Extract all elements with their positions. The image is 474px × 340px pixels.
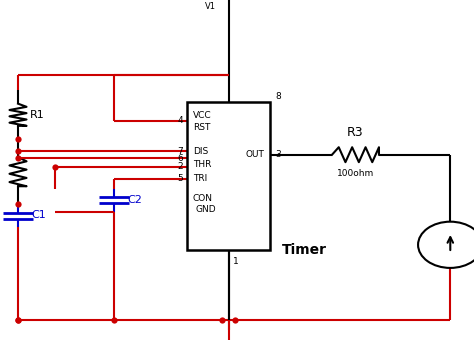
Text: 100ohm: 100ohm xyxy=(337,169,374,178)
Text: CON: CON xyxy=(193,194,213,203)
Text: VCC: VCC xyxy=(193,111,211,120)
Text: 1: 1 xyxy=(233,257,239,266)
Text: R3: R3 xyxy=(347,126,364,139)
Text: GND: GND xyxy=(196,205,217,214)
Text: 2: 2 xyxy=(178,162,183,171)
Text: V1: V1 xyxy=(205,2,216,11)
Text: 8: 8 xyxy=(275,92,281,101)
Text: Timer: Timer xyxy=(282,243,327,257)
Text: R1: R1 xyxy=(30,110,45,120)
Text: 3: 3 xyxy=(275,150,281,159)
Text: 5: 5 xyxy=(178,174,183,183)
Text: TRI: TRI xyxy=(193,174,207,183)
Bar xyxy=(187,102,270,250)
Text: C2: C2 xyxy=(127,194,142,205)
Text: OUT: OUT xyxy=(246,150,264,159)
Text: 7: 7 xyxy=(178,147,183,156)
Text: RST: RST xyxy=(193,123,210,132)
Text: THR: THR xyxy=(193,160,211,169)
Text: 4: 4 xyxy=(178,116,183,125)
Text: C1: C1 xyxy=(31,210,46,220)
Text: 6: 6 xyxy=(178,154,183,163)
Text: DIS: DIS xyxy=(193,147,208,156)
